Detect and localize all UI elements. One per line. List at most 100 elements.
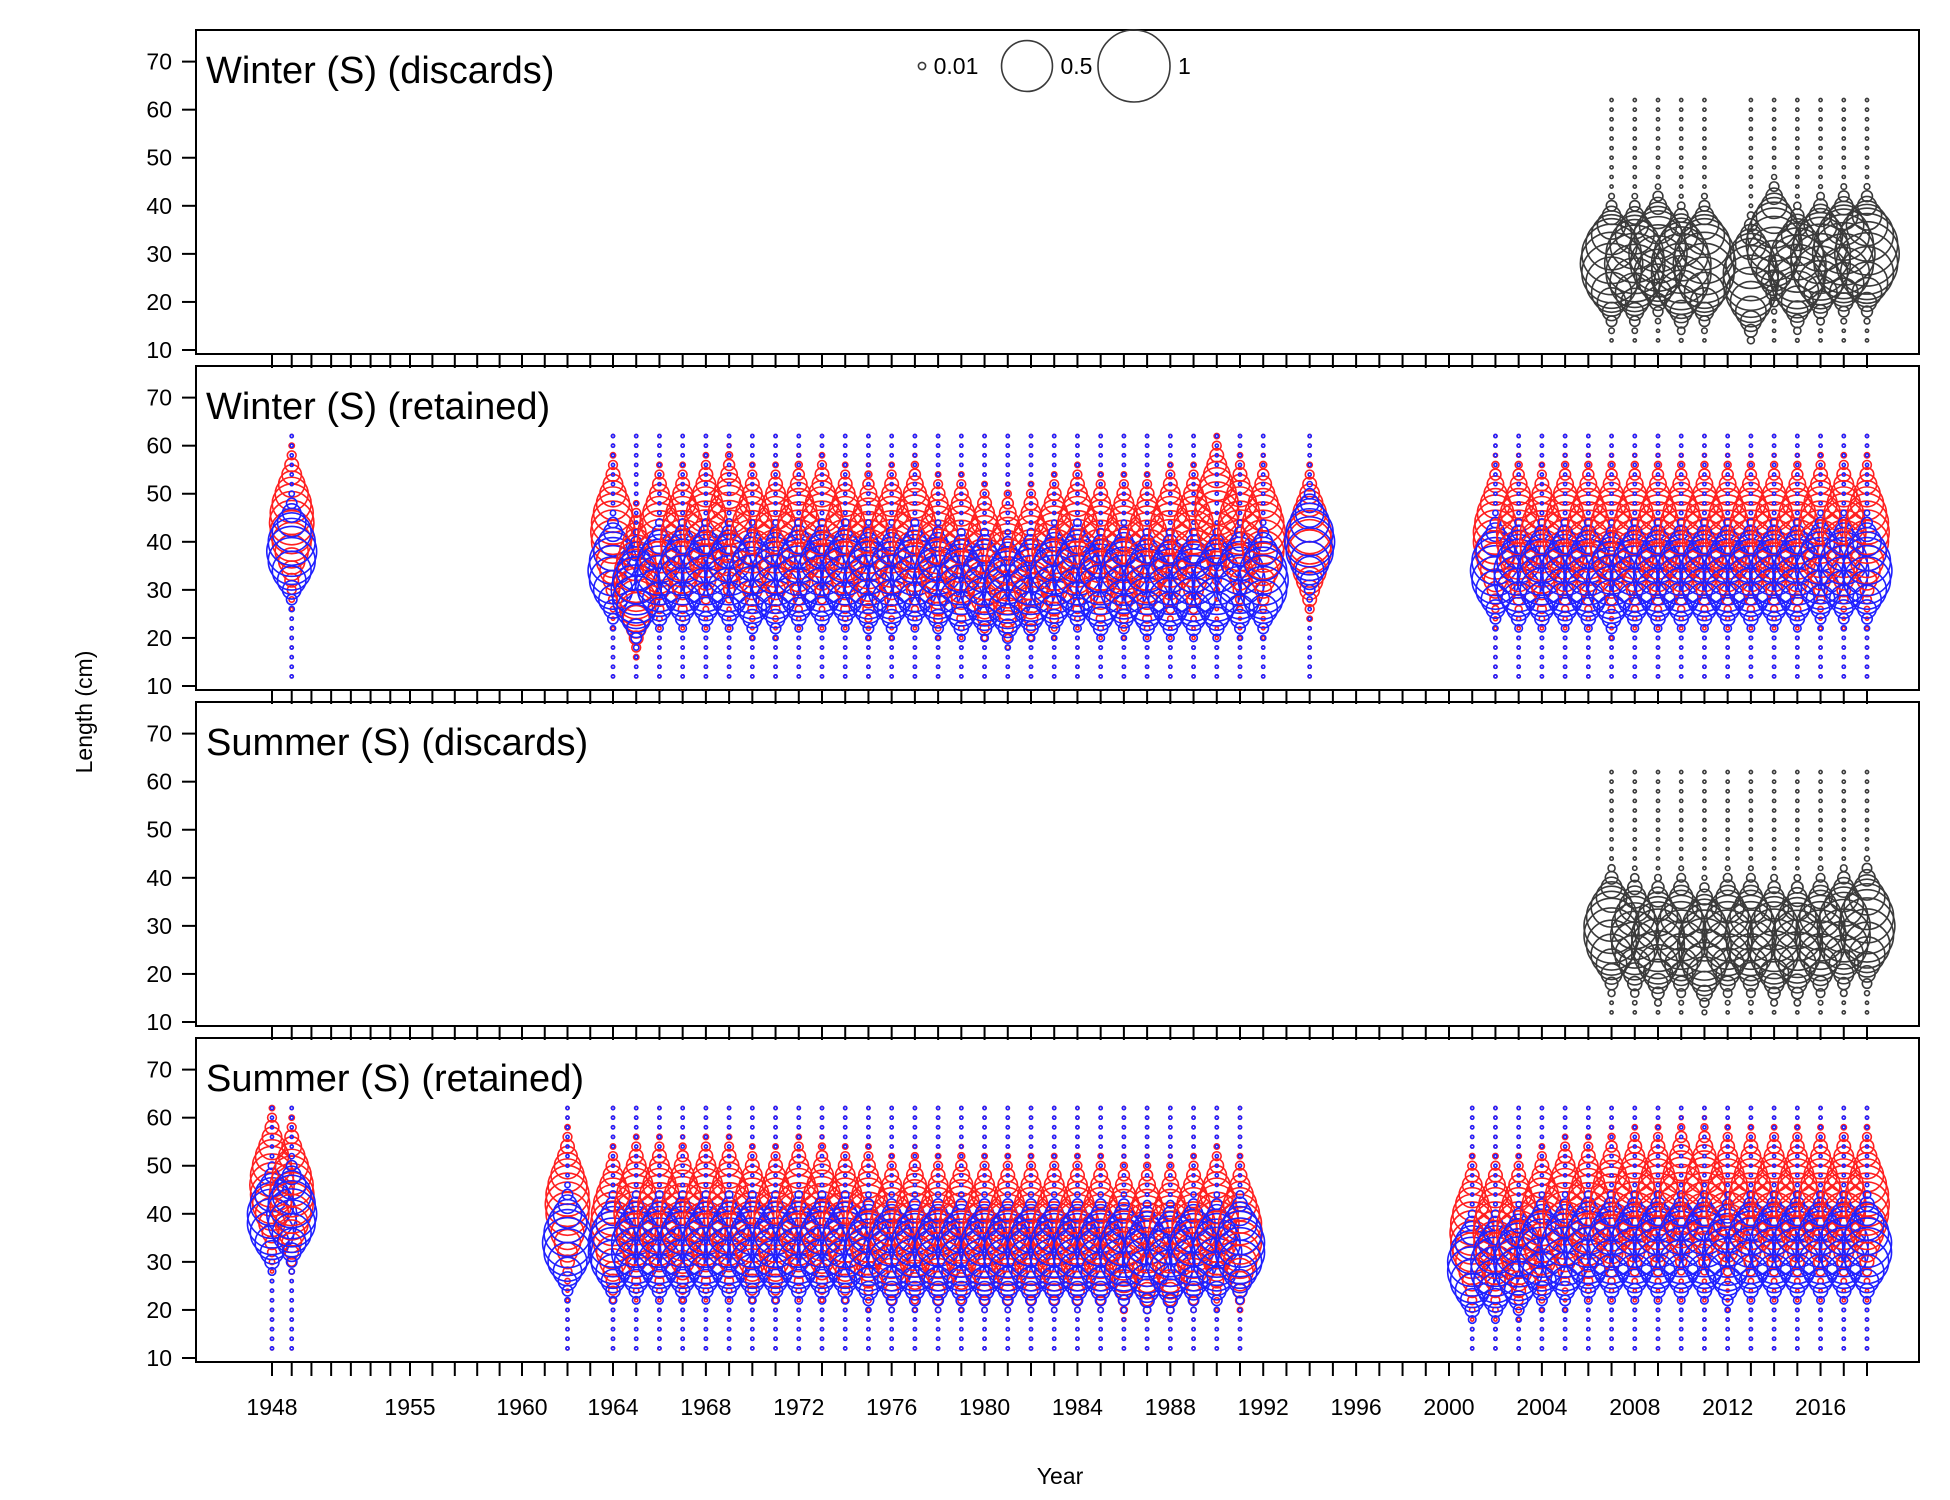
observed-blue-bubble [1540, 675, 1543, 678]
discard-bubble [1632, 194, 1637, 199]
discard-bubble [1819, 780, 1822, 783]
observed-blue-bubble [774, 646, 777, 649]
discard-bubble [1749, 156, 1752, 159]
discard-bubble [1703, 156, 1706, 159]
observed-blue-bubble [1749, 502, 1752, 505]
observed-blue-bubble [1609, 635, 1614, 640]
observed-blue-bubble [1749, 454, 1752, 457]
observed-blue-bubble [704, 1116, 707, 1119]
observed-blue-bubble [937, 1318, 940, 1321]
observed-blue-bubble [1262, 675, 1265, 678]
observed-blue-bubble [681, 1135, 684, 1138]
discard-bubble [1656, 780, 1659, 783]
observed-blue-bubble [913, 1155, 916, 1158]
observed-blue-bubble [699, 612, 713, 626]
discard-bubble [1865, 799, 1868, 802]
observed-blue-bubble [1169, 675, 1172, 678]
observed-blue-bubble [890, 1106, 893, 1109]
observed-blue-bubble [1517, 444, 1520, 447]
observed-blue-bubble [797, 1106, 800, 1109]
observed-blue-bubble [611, 1328, 614, 1331]
observed-blue-bubble [704, 1347, 707, 1350]
observed-red-bubble [956, 1160, 967, 1171]
discard-bubble [1680, 838, 1683, 841]
observed-blue-bubble [1842, 656, 1845, 659]
observed-blue-bubble [1773, 444, 1776, 447]
observed-blue-bubble [635, 665, 638, 668]
discard-bubble [1749, 166, 1752, 169]
discard-bubble [1819, 329, 1823, 333]
observed-blue-bubble [658, 1183, 662, 1187]
observed-blue-bubble [658, 1318, 661, 1321]
discard-bubble [1773, 127, 1776, 130]
observed-blue-bubble [1215, 665, 1218, 668]
observed-blue-bubble [1122, 1126, 1125, 1129]
discard-bubble [1819, 790, 1822, 793]
discard-bubble [1703, 137, 1706, 140]
observed-blue-bubble [1749, 483, 1752, 486]
observed-blue-bubble [566, 1116, 569, 1119]
observed-blue-bubble [658, 636, 662, 640]
observed-blue-bubble [1703, 492, 1706, 495]
observed-blue-bubble [751, 434, 754, 437]
observed-blue-bubble [1610, 444, 1613, 447]
observed-blue-bubble [774, 434, 777, 437]
discard-bubble [1656, 838, 1659, 841]
discard-bubble [1796, 175, 1799, 178]
observed-blue-bubble [960, 646, 964, 650]
discard-bubble [1749, 847, 1752, 850]
observed-blue-bubble [1262, 454, 1265, 457]
discard-bubble [1680, 828, 1683, 831]
observed-blue-bubble [1146, 675, 1149, 678]
observed-blue-bubble [1517, 454, 1520, 457]
observed-blue-bubble [1099, 1145, 1102, 1148]
observed-blue-bubble [1053, 502, 1056, 505]
observed-blue-bubble [867, 1347, 870, 1350]
observed-blue-bubble [1540, 656, 1543, 659]
observed-blue-bubble [728, 463, 731, 466]
observed-blue-bubble [1053, 646, 1056, 649]
observed-blue-bubble [681, 646, 684, 649]
discard-bubble [1609, 328, 1615, 334]
observed-blue-bubble [566, 1106, 569, 1109]
observed-blue-bubble [1773, 483, 1776, 486]
observed-red-bubble [290, 608, 293, 611]
discard-bubble [1796, 819, 1799, 822]
observed-blue-bubble [935, 635, 940, 640]
observed-blue-bubble [290, 665, 293, 668]
observed-blue-bubble [270, 1106, 273, 1109]
discard-bubble [1633, 819, 1636, 822]
panel-2: 10203040506070 Winter (S) (retained) [146, 366, 1919, 704]
observed-blue-bubble [1145, 521, 1149, 525]
observed-blue-bubble [1796, 463, 1799, 466]
observed-blue-bubble [960, 502, 963, 505]
discard-bubble [1656, 790, 1659, 793]
observed-blue-bubble [1099, 502, 1102, 505]
observed-red-bubble [1122, 636, 1125, 639]
observed-blue-bubble [1587, 511, 1591, 515]
discard-bubble [1819, 1011, 1822, 1014]
discard-bubble [1655, 184, 1660, 189]
observed-blue-bubble [844, 434, 847, 437]
observed-blue-bubble [1029, 473, 1032, 476]
observed-blue-bubble [1773, 492, 1776, 495]
observed-blue-bubble [1006, 1164, 1009, 1167]
discard-bubble [1819, 770, 1822, 773]
discard-bubble [1842, 809, 1845, 812]
observed-blue-bubble [1564, 492, 1567, 495]
observed-blue-bubble [681, 675, 684, 678]
panel-4: 10203040506070 Summer (S) (retained) [146, 1038, 1919, 1376]
discard-bubble [1723, 874, 1732, 883]
observed-blue-bubble [937, 1183, 940, 1186]
observed-blue-bubble [290, 636, 293, 639]
observed-blue-bubble [1749, 665, 1752, 668]
observed-blue-bubble [1517, 656, 1520, 659]
observed-blue-bubble [1006, 511, 1009, 514]
observed-blue-bubble [611, 444, 614, 447]
observed-blue-bubble [1262, 656, 1265, 659]
observed-blue-bubble [1215, 492, 1218, 495]
discard-bubble [1633, 828, 1636, 831]
observed-blue-bubble [1029, 463, 1032, 466]
discard-bubble [1842, 118, 1845, 121]
discard-bubble [1865, 175, 1868, 178]
